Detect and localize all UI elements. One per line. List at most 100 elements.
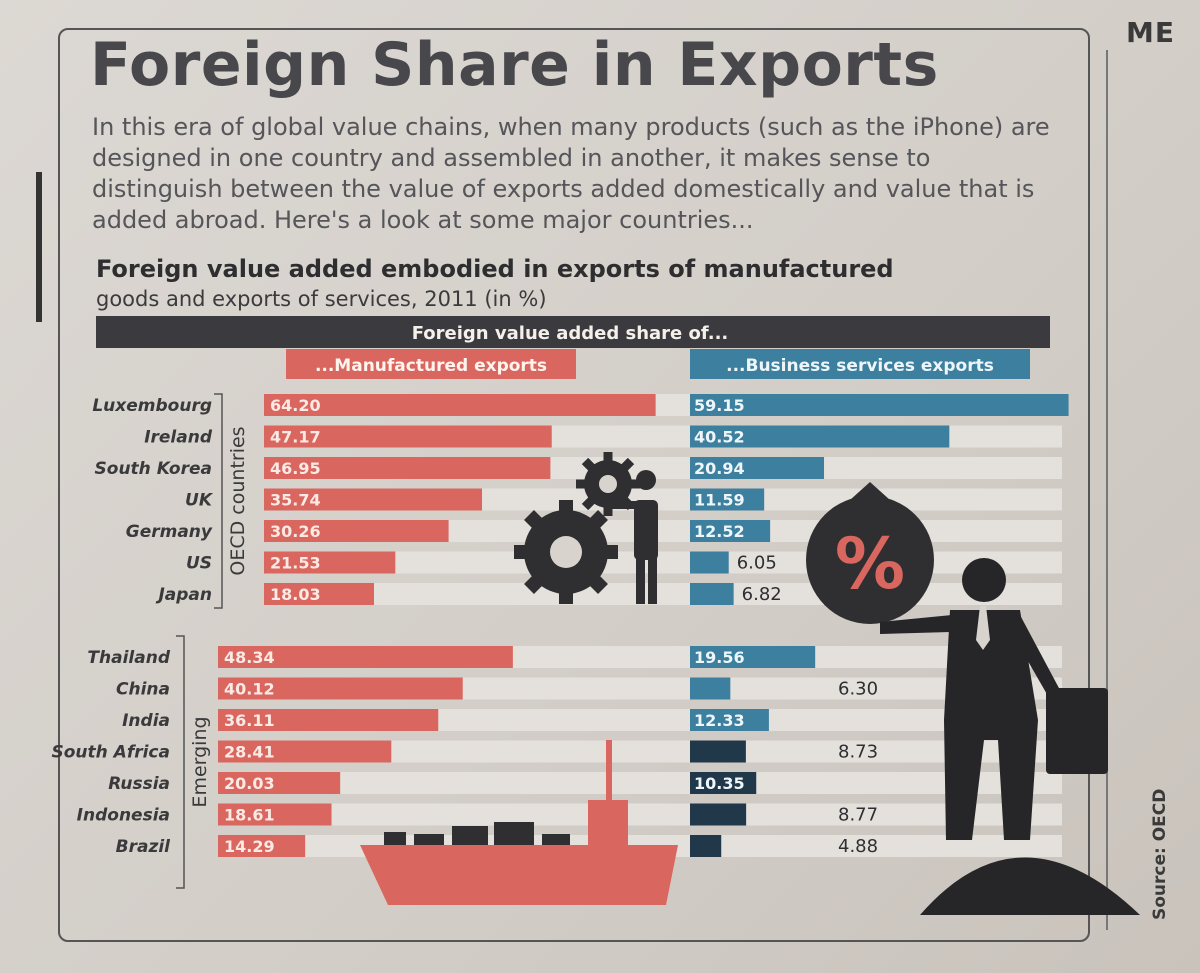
value-label-services: 8.73 (838, 742, 878, 763)
frame-accent-rule (36, 172, 42, 322)
value-label-manufactured: 47.17 (270, 428, 321, 447)
country-label: Japan (155, 585, 212, 605)
bar-manufactured (264, 394, 656, 416)
group-label-emerging: Emerging (189, 716, 211, 807)
row-band (218, 740, 1062, 763)
row-band (218, 803, 1062, 826)
row-band (264, 583, 1062, 605)
country-label: Indonesia (77, 806, 170, 826)
column-divider (1106, 50, 1108, 930)
group-bracket-oecd (214, 393, 223, 609)
value-label-manufactured: 21.53 (270, 554, 321, 573)
bar-manufactured (218, 646, 513, 668)
infographic-frame (58, 28, 1090, 942)
intro-paragraph: In this era of global value chains, when… (92, 113, 1050, 234)
bar-manufactured (218, 709, 439, 731)
value-label-manufactured: 28.41 (224, 743, 275, 762)
value-label-manufactured: 18.03 (270, 585, 321, 604)
chart-subtitle-line2: goods and exports of services, 2011 (in … (96, 287, 547, 311)
bar-services (690, 520, 771, 542)
value-label-manufactured: 14.29 (224, 837, 275, 856)
country-label: UK (185, 491, 214, 511)
bar-manufactured (218, 803, 332, 826)
bar-services (690, 835, 722, 857)
money-bag-percent-icon: % (806, 482, 934, 624)
bar-manufactured (264, 583, 374, 605)
value-label-services: 19.56 (694, 648, 745, 667)
value-label-manufactured: 46.95 (270, 459, 321, 478)
services-header-box (690, 349, 1030, 379)
chart-subtitle: Foreign value added embodied in exports … (96, 254, 1016, 314)
country-label: South Korea (95, 459, 212, 479)
value-label-services: 11.59 (694, 491, 745, 510)
value-label-services: 40.52 (694, 428, 745, 447)
chart-subtitle-line1: Foreign value added embodied in exports … (96, 255, 894, 283)
illustrations: % (360, 452, 1140, 915)
group-bracket-emerging (176, 635, 185, 889)
value-label-manufactured: 36.11 (224, 711, 275, 730)
value-label-manufactured: 40.12 (224, 680, 275, 699)
source-note: Source: OECD (1150, 788, 1170, 920)
country-label: South Africa (52, 743, 171, 763)
bar-services (690, 551, 729, 574)
bar-services (690, 488, 765, 511)
country-labels: Luxembourg Ireland South Korea UK Germany US J… (52, 396, 214, 857)
value-label-services: 6.05 (737, 553, 777, 574)
bar-manufactured (264, 425, 552, 448)
value-label-services: 12.52 (694, 522, 745, 541)
adjacent-article-headline: ME (1126, 16, 1175, 49)
chart-header-bar (96, 316, 1050, 348)
bar-services (690, 677, 731, 700)
value-label-manufactured: 48.34 (224, 648, 275, 667)
legend-manufactured: ...Manufactured exports (315, 356, 547, 376)
value-label-services: 4.88 (838, 836, 878, 857)
row-band (218, 772, 1062, 794)
page-title: Foreign Share in Exports (90, 30, 939, 100)
chart-title: Foreign value added share of... (412, 323, 729, 344)
bar-manufactured (218, 677, 463, 700)
bar-services (690, 394, 1069, 416)
country-label: US (186, 554, 212, 574)
bar-services (690, 803, 747, 826)
bar-services (690, 583, 734, 605)
country-label: Russia (108, 774, 170, 794)
bar-services (690, 740, 746, 763)
value-label-services: 6.82 (742, 584, 782, 605)
bar-manufactured (218, 835, 306, 857)
value-label-manufactured: 35.74 (270, 491, 321, 510)
bar-services (690, 457, 825, 479)
country-label: India (122, 711, 170, 731)
manufactured-header-box (286, 349, 576, 379)
value-label-manufactured: 20.03 (224, 774, 275, 793)
value-label-services: 6.30 (838, 679, 878, 700)
legend-services: ...Business services exports (726, 356, 994, 376)
group-labels: OECD countries Emerging (176, 393, 249, 889)
country-label: Luxembourg (92, 396, 212, 416)
value-label-manufactured: 18.61 (224, 806, 275, 825)
bar-services (690, 772, 757, 794)
cargo-ship-icon (360, 740, 678, 905)
value-label-services: 20.94 (694, 459, 745, 478)
country-label: Germany (126, 522, 213, 542)
group-label-oecd: OECD countries (227, 426, 249, 575)
value-label-services: 59.15 (694, 396, 745, 415)
bars: 64.20 59.15 47.17 40.52 46.95 20.94 35.74 11.59… (218, 394, 1069, 857)
svg-text:%: % (835, 523, 905, 605)
value-label-manufactured: 64.20 (270, 396, 321, 415)
bar-services (690, 425, 950, 448)
country-label: Brazil (116, 837, 172, 857)
bar-services (690, 709, 769, 731)
value-label-services: 12.33 (694, 711, 745, 730)
bar-manufactured (264, 551, 396, 574)
gears-icon (514, 452, 658, 604)
bar-manufactured (218, 740, 392, 763)
bar-manufactured (264, 488, 483, 511)
country-label: Ireland (144, 428, 213, 448)
value-label-manufactured: 30.26 (270, 522, 321, 541)
bar-manufactured (218, 772, 341, 794)
bar-manufactured (264, 520, 449, 542)
businessman-icon (880, 558, 1140, 915)
country-label: Thailand (87, 648, 170, 668)
bar-manufactured (264, 457, 551, 479)
